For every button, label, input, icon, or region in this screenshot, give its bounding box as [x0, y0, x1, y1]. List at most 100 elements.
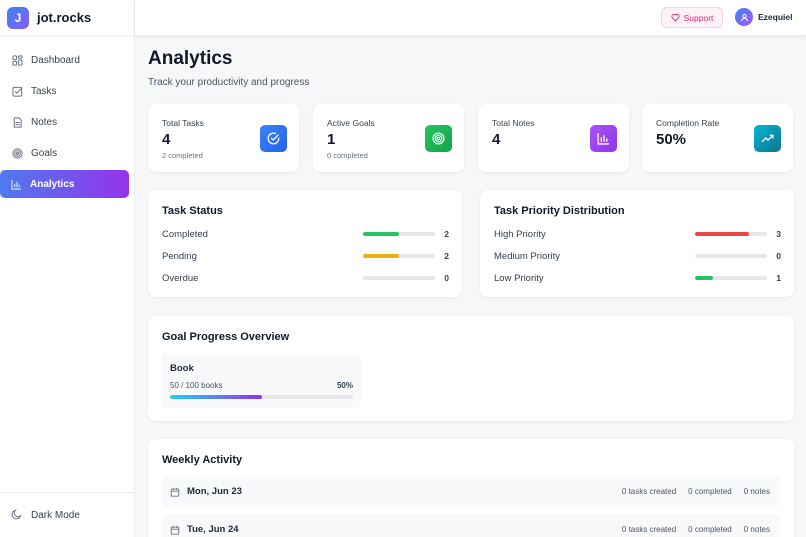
- priority-row-medium: Medium Priority 0: [494, 249, 781, 263]
- goal-progress-bar: [170, 395, 353, 399]
- progress-bar: [695, 232, 767, 236]
- notes-count: 0 notes: [743, 487, 770, 496]
- goal-progress-text: 50 / 100 books: [170, 381, 223, 390]
- calendar-icon: [170, 487, 180, 497]
- activity-date: Mon, Jun 23: [187, 486, 242, 497]
- bar-chart-icon: [590, 125, 617, 152]
- progress-fill: [363, 254, 399, 258]
- sidebar-item-notes[interactable]: Notes: [5, 108, 129, 136]
- row-label: Overdue: [162, 272, 199, 284]
- sidebar-item-label: Goals: [31, 147, 58, 159]
- completed-count: 0 completed: [688, 487, 732, 496]
- support-label: Support: [683, 12, 714, 23]
- sidebar-item-label: Dashboard: [31, 54, 80, 66]
- progress-fill: [695, 276, 713, 280]
- goal-progress-fill: [170, 395, 262, 399]
- stat-value: 4: [162, 131, 171, 148]
- check-circle-icon: [260, 125, 287, 152]
- row-value: 2: [444, 229, 449, 239]
- stat-value: 1: [327, 131, 336, 148]
- stat-label: Total Notes: [492, 118, 535, 128]
- stat-label: Active Goals: [327, 118, 375, 128]
- sidebar-item-label: Analytics: [30, 178, 75, 190]
- completed-count: 0 completed: [688, 525, 732, 534]
- goal-item-book[interactable]: Book 50 / 100 books 50%: [162, 353, 361, 408]
- activity-date: Tue, Jun 24: [187, 524, 239, 535]
- weekly-activity-card: Weekly Activity Mon, Jun 23 0 tasks crea…: [148, 439, 794, 537]
- goal-percent: 50%: [336, 381, 353, 390]
- stat-sub: 2 completed: [162, 151, 203, 160]
- stat-label: Completion Rate: [656, 118, 720, 128]
- status-row-completed: Completed 2: [162, 227, 449, 241]
- checkbox-icon: [11, 85, 23, 97]
- dark-mode-label: Dark Mode: [31, 509, 80, 521]
- brand-name: jot.rocks: [37, 10, 92, 25]
- page-subtitle: Track your productivity and progress: [148, 77, 310, 88]
- sidebar-item-analytics[interactable]: Analytics: [0, 170, 129, 198]
- stat-sub: 0 completed: [327, 151, 368, 160]
- card-title: Goal Progress Overview: [162, 331, 290, 343]
- priority-row-high: High Priority 3: [494, 227, 781, 241]
- brand-logo: J: [7, 6, 29, 29]
- stat-value: 50%: [656, 131, 687, 148]
- stat-card-total-notes: Total Notes 4: [478, 104, 629, 172]
- sidebar-item-dashboard[interactable]: Dashboard: [5, 46, 129, 74]
- tasks-created-count: 0 tasks created: [621, 525, 677, 534]
- support-button[interactable]: Support: [661, 7, 723, 28]
- moon-icon: [11, 509, 23, 521]
- user-name: Ezequiel: [758, 12, 793, 22]
- card-title: Weekly Activity: [162, 454, 243, 466]
- row-value: 2: [444, 251, 449, 261]
- avatar: [735, 8, 753, 26]
- row-value: 0: [444, 273, 449, 283]
- progress-fill: [363, 232, 399, 236]
- status-row-overdue: Overdue 0: [162, 271, 449, 285]
- bar-chart-icon: [10, 178, 22, 190]
- progress-bar: [363, 254, 435, 258]
- document-icon: [11, 116, 23, 128]
- row-label: Completed: [162, 228, 208, 240]
- sidebar: J jot.rocks Dashboard Tasks Notes Goal: [0, 0, 135, 537]
- sidebar-item-label: Tasks: [31, 85, 57, 97]
- row-value: 0: [776, 251, 781, 261]
- priority-row-low: Low Priority 1: [494, 271, 781, 285]
- task-priority-card: Task Priority Distribution High Priority…: [480, 190, 794, 297]
- row-label: Pending: [162, 250, 197, 262]
- progress-bar: [363, 232, 435, 236]
- row-label: Medium Priority: [494, 250, 560, 262]
- activity-day-row: Mon, Jun 23 0 tasks created 0 completed …: [162, 476, 780, 507]
- sidebar-nav: Dashboard Tasks Notes Goals Analytics: [0, 36, 134, 198]
- card-title: Task Status: [162, 205, 223, 217]
- card-title: Task Priority Distribution: [494, 205, 625, 217]
- stats-row: Total Tasks 4 2 completed Active Goals 1…: [148, 104, 794, 172]
- calendar-icon: [170, 525, 180, 535]
- progress-fill: [695, 232, 749, 236]
- activity-day-row: Tue, Jun 24 0 tasks created 0 completed …: [162, 514, 780, 537]
- goal-name: Book: [170, 363, 194, 374]
- stat-value: 4: [492, 131, 501, 148]
- brand[interactable]: J jot.rocks: [0, 0, 134, 36]
- status-row-pending: Pending 2: [162, 249, 449, 263]
- notes-count: 0 notes: [743, 525, 770, 534]
- sidebar-item-goals[interactable]: Goals: [5, 139, 129, 167]
- progress-bar: [695, 276, 767, 280]
- goal-progress-card: Goal Progress Overview Book 50 / 100 boo…: [148, 316, 794, 421]
- row-value: 1: [776, 273, 781, 283]
- dark-mode-toggle[interactable]: Dark Mode: [0, 492, 134, 537]
- main-content: Analytics Track your productivity and pr…: [148, 48, 794, 537]
- page-title: Analytics: [148, 48, 233, 69]
- stat-card-active-goals: Active Goals 1 0 completed: [313, 104, 464, 172]
- progress-bar: [363, 276, 435, 280]
- heart-icon: [671, 13, 680, 22]
- topbar: Support Ezequiel: [135, 0, 806, 36]
- user-menu[interactable]: Ezequiel: [735, 8, 792, 26]
- tasks-created-count: 0 tasks created: [621, 487, 677, 496]
- grid-icon: [11, 54, 23, 66]
- stat-card-total-tasks: Total Tasks 4 2 completed: [148, 104, 299, 172]
- user-icon: [740, 13, 749, 22]
- row-label: High Priority: [494, 228, 546, 240]
- sidebar-item-label: Notes: [31, 116, 58, 128]
- stat-card-completion-rate: Completion Rate 50%: [642, 104, 793, 172]
- target-icon: [11, 147, 23, 159]
- sidebar-item-tasks[interactable]: Tasks: [5, 77, 129, 105]
